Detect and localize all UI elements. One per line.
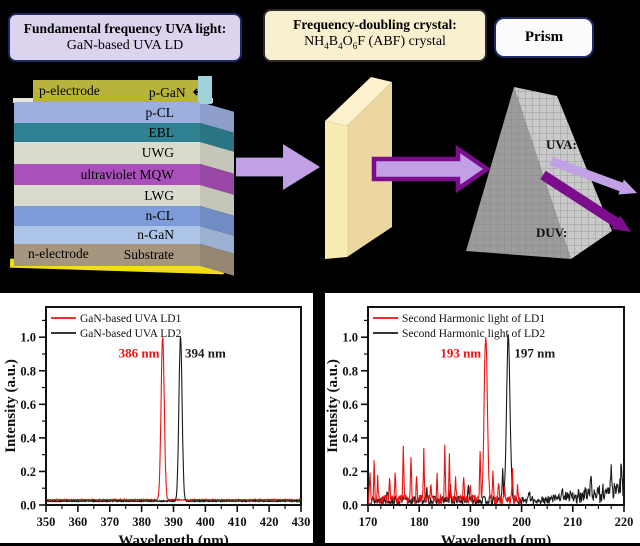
device-layer: n-CL <box>14 206 200 226</box>
fundamental-light-title: Fundamental frequency UVA light: <box>23 21 227 36</box>
prism-box: Prism <box>494 17 594 58</box>
x-tick-label: 410 <box>228 515 247 529</box>
device-layer-label: Substrate <box>123 247 174 262</box>
x-tick-label: 420 <box>260 515 279 529</box>
device-layer: UWG <box>14 142 200 164</box>
legend-label: Second Harmonic light of LD1 <box>402 313 545 325</box>
fundamental-light-box: Fundamental frequency UVA light: GaN-bas… <box>8 13 242 62</box>
ridge-waveguide <box>198 76 212 104</box>
device-layer-label: n-GaN <box>137 227 174 242</box>
device-layer-label: EBL <box>148 125 175 140</box>
device-layer-label: n-CL <box>145 208 175 223</box>
crystal-formula: NH4B4O6F (ABF) crystal <box>269 33 481 55</box>
x-tick-label: 400 <box>196 515 215 529</box>
crystal-side-face <box>347 82 392 257</box>
device-layer: n-GaN <box>14 226 200 244</box>
y-tick-label: 1.0 <box>342 331 358 345</box>
legend-label: GaN-based UVA LD2 <box>80 328 182 340</box>
device-layer-label: LWG <box>144 188 174 203</box>
doubled-beam-arrow <box>371 144 491 194</box>
device-layer-label: p-CL <box>145 105 175 120</box>
y-tick-label: 0.8 <box>20 364 36 378</box>
y-axis-label: Intensity (a.u.) <box>3 359 19 453</box>
duv-spectrum-panel: 170 180 190 200 210 220 0.0 0.2 0.4 0.6 0.8 1.0 Wave… <box>325 293 640 543</box>
x-tick-label: 380 <box>132 515 151 529</box>
uva-spectrum-panel: 350 360 370 380 390 400 410 420 430 0.0 0.2 0.4 0.6 0… <box>0 293 313 543</box>
plot-frame <box>45 306 302 506</box>
uva-output-label: UVA: <box>546 137 577 152</box>
y-axis-label: Intensity (a.u.) <box>325 359 341 453</box>
formula-text: O <box>342 34 353 49</box>
uva-spectrum-chart: 350 360 370 380 390 400 410 420 430 0.0 0.2 0.4 0.6 0… <box>3 306 311 543</box>
device-layer: ultraviolet MQW <box>14 164 200 185</box>
duv-output-arrow <box>540 170 631 232</box>
device-layer: p-CL <box>14 102 200 123</box>
peak-wavelength-label: 197 nm <box>514 345 555 360</box>
y-tick-label: 0.4 <box>20 431 36 445</box>
y-tick-label: 0.0 <box>20 499 36 513</box>
uva-output-arrow <box>549 156 637 195</box>
formula-subscript: 4 <box>338 40 343 51</box>
p-electrode-label: p-electrode <box>39 83 100 98</box>
duv-spectrum-chart: 170 180 190 200 210 220 0.0 0.2 0.4 0.6 0.8 1.0 Wave… <box>325 306 634 543</box>
spectrum-gan-based-uva-ld2 <box>45 336 302 504</box>
prism-left-face <box>466 87 571 259</box>
device-layer-label: ultraviolet MQW <box>80 167 174 182</box>
prism-right-face <box>514 87 612 259</box>
doubling-crystal-title: Frequency-doubling crystal: <box>293 17 457 32</box>
x-axis-label: Wavelength (nm) <box>441 533 551 543</box>
legend-label: GaN-based UVA LD1 <box>80 313 182 325</box>
formula-text: F (ABF) crystal <box>357 34 446 49</box>
crystal-front-face <box>325 121 347 259</box>
x-tick-label: 200 <box>512 515 531 529</box>
duv-output-label: DUV: <box>536 225 567 240</box>
optics-diagram: UVA: DUV: <box>325 77 637 259</box>
x-tick-label: 360 <box>69 515 88 529</box>
x-tick-label: 190 <box>461 515 480 529</box>
peak-wavelength-label: 394 nm <box>185 345 226 360</box>
x-tick-label: 350 <box>37 515 56 529</box>
x-axis-label: Wavelength (nm) <box>118 533 228 543</box>
doubling-crystal-box: Frequency-doubling crystal: NH4B4O6F (AB… <box>263 9 487 62</box>
device-layer: EBL <box>14 123 200 142</box>
formula-subscript: 6 <box>352 40 358 51</box>
device-layer-label: UWG <box>141 145 174 160</box>
spectrum-second-harmonic-light-of-ld1 <box>367 337 522 506</box>
peak-wavelength-label: 193 nm <box>440 345 481 360</box>
p-gan-label: p-GaN <box>148 84 186 100</box>
x-tick-label: 220 <box>615 515 634 529</box>
prism-box-label: Prism <box>524 29 564 45</box>
device-layer: Substrate <box>14 244 200 266</box>
y-tick-label: 0.2 <box>20 465 36 479</box>
y-tick-label: 0.6 <box>20 398 36 412</box>
x-tick-label: 390 <box>164 515 183 529</box>
x-tick-label: 430 <box>292 515 311 529</box>
n-electrode-label: n-electrode <box>28 246 89 261</box>
y-tick-label: 0.2 <box>342 465 358 479</box>
x-tick-label: 370 <box>100 515 119 529</box>
x-tick-label: 210 <box>563 515 582 529</box>
device-layer-stack: p-CL EBL UWG ultraviolet MQW LWG n-CL n-GaN Sub… <box>14 102 200 266</box>
y-tick-label: 0.8 <box>342 364 358 378</box>
x-tick-label: 180 <box>410 515 429 529</box>
x-tick-label: 170 <box>359 515 378 529</box>
y-tick-label: 1.0 <box>20 331 36 345</box>
legend-label: Second Harmonic light of LD2 <box>402 328 545 340</box>
formula-text: NH <box>304 34 325 49</box>
peak-wavelength-label: 386 nm <box>119 345 160 360</box>
device-layer: LWG <box>14 185 200 206</box>
y-tick-label: 0.4 <box>342 431 358 445</box>
y-tick-label: 0.6 <box>342 398 358 412</box>
formula-text: B <box>328 34 339 49</box>
formula-subscript: 4 <box>324 40 329 51</box>
y-tick-label: 0.0 <box>342 499 358 513</box>
crystal-top-face <box>325 77 392 126</box>
fundamental-light-subtitle: GaN-based UVA LD <box>66 38 184 53</box>
